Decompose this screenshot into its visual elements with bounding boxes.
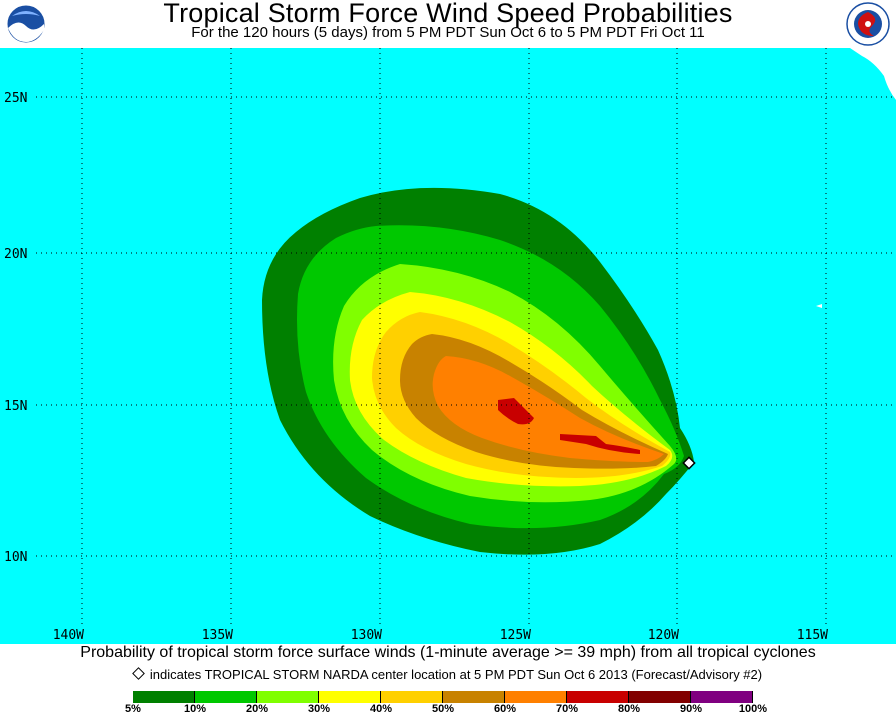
lon-label-120w: 120W [648, 628, 679, 643]
lon-label-135w: 135W [202, 628, 233, 643]
legend-swatch [195, 691, 257, 703]
noaa-logo-icon [6, 4, 46, 44]
legend-label: 40% [369, 703, 393, 715]
legend-label: 5% [125, 703, 141, 715]
lat-label-20n: 20N [4, 247, 27, 262]
legend-label: 30% [307, 703, 331, 715]
diamond-icon [132, 667, 145, 680]
legend-swatch [381, 691, 443, 703]
nws-logo-icon [846, 2, 890, 46]
legend-label: 50% [431, 703, 455, 715]
graticule [36, 48, 896, 628]
legend-swatch [629, 691, 691, 703]
legend-label: 70% [555, 703, 579, 715]
legend-labels: 5% 10% 20% 30% 40% 50% 60% 70% 80% 90% 100% [0, 703, 896, 716]
probability-legend [133, 691, 753, 703]
probability-map: 25N 20N 15N 10N 140W 135W 130W 125W 120W… [0, 48, 896, 644]
legend-swatch [133, 691, 195, 703]
land-island [816, 304, 822, 308]
legend-swatch [567, 691, 629, 703]
legend-label: 80% [617, 703, 641, 715]
storm-center-diamond-icon [682, 456, 696, 470]
legend-swatch [505, 691, 567, 703]
contour-70pct [498, 398, 640, 454]
lat-label-15n: 15N [4, 399, 27, 414]
lat-label-10n: 10N [4, 550, 27, 565]
legend-swatch [691, 691, 753, 703]
marker-note-row: indicates TROPICAL STORM NARDA center lo… [0, 667, 896, 683]
header: Tropical Storm Force Wind Speed Probabil… [0, 0, 896, 48]
lat-label-25n: 25N [4, 91, 27, 106]
page-subtitle: For the 120 hours (5 days) from 5 PM PDT… [191, 24, 705, 41]
legend-swatch [257, 691, 319, 703]
lon-label-130w: 130W [351, 628, 382, 643]
lon-label-125w: 125W [500, 628, 531, 643]
legend-swatch [319, 691, 381, 703]
legend-label: 60% [493, 703, 517, 715]
lon-labels: 140W 135W 130W 125W 120W 115W [53, 628, 828, 643]
legend-label: 100% [738, 703, 768, 715]
lon-label-140w: 140W [53, 628, 84, 643]
probability-contours [262, 187, 694, 555]
legend-label: 20% [245, 703, 269, 715]
legend-label: 90% [679, 703, 703, 715]
land-mexico [850, 48, 896, 100]
contour-60pct [432, 356, 664, 462]
lat-labels: 25N 20N 15N 10N [4, 91, 27, 565]
lon-label-115w: 115W [797, 628, 828, 643]
legend-swatch [443, 691, 505, 703]
legend-label: 10% [183, 703, 207, 715]
map-description: Probability of tropical storm force surf… [80, 644, 816, 661]
marker-note: indicates TROPICAL STORM NARDA center lo… [149, 667, 763, 682]
page-title: Tropical Storm Force Wind Speed Probabil… [163, 0, 733, 28]
